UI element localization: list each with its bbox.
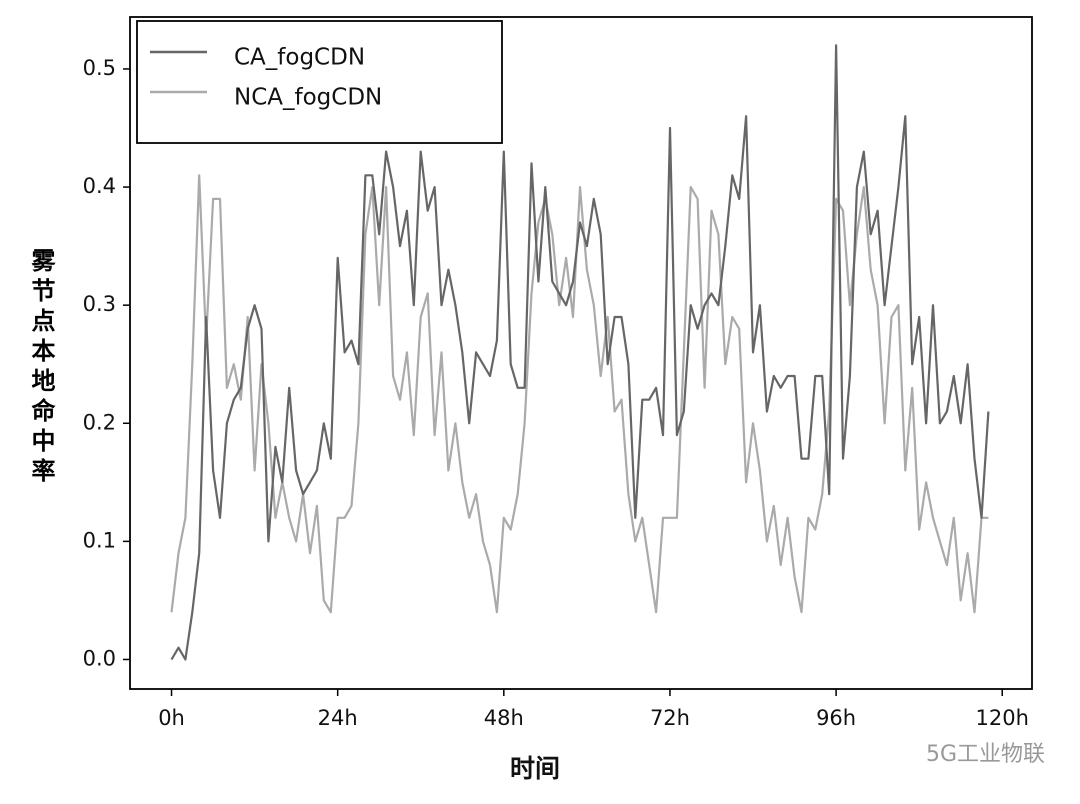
x-tick-label: 72h xyxy=(650,706,690,730)
x-tick-label: 96h xyxy=(816,706,856,730)
y-tick-label: 0.5 xyxy=(83,56,116,80)
y-tick-label: 0.1 xyxy=(83,528,116,552)
y-tick-label: 0.4 xyxy=(83,174,116,198)
x-tick-label: 0h xyxy=(158,706,185,730)
series-line xyxy=(170,174,989,614)
y-axis-label: 雾节点本地命中率 xyxy=(27,248,55,488)
legend-label: NCA_fogCDN xyxy=(234,85,382,111)
y-tick-label: 0.0 xyxy=(83,646,116,670)
x-tick-label: 24h xyxy=(318,706,358,730)
legend-label: CA_fogCDN xyxy=(234,45,365,71)
legend-box xyxy=(136,20,503,144)
series-line xyxy=(170,44,990,661)
x-tick-label: 120h xyxy=(976,706,1029,730)
y-tick-label: 0.2 xyxy=(83,410,116,434)
x-tick-label: 48h xyxy=(484,706,524,730)
x-axis-label: 时间 xyxy=(510,754,560,783)
watermark: 5G工业物联 xyxy=(926,742,1045,767)
plot-frame xyxy=(129,16,1033,690)
y-tick-label: 0.3 xyxy=(83,292,116,316)
